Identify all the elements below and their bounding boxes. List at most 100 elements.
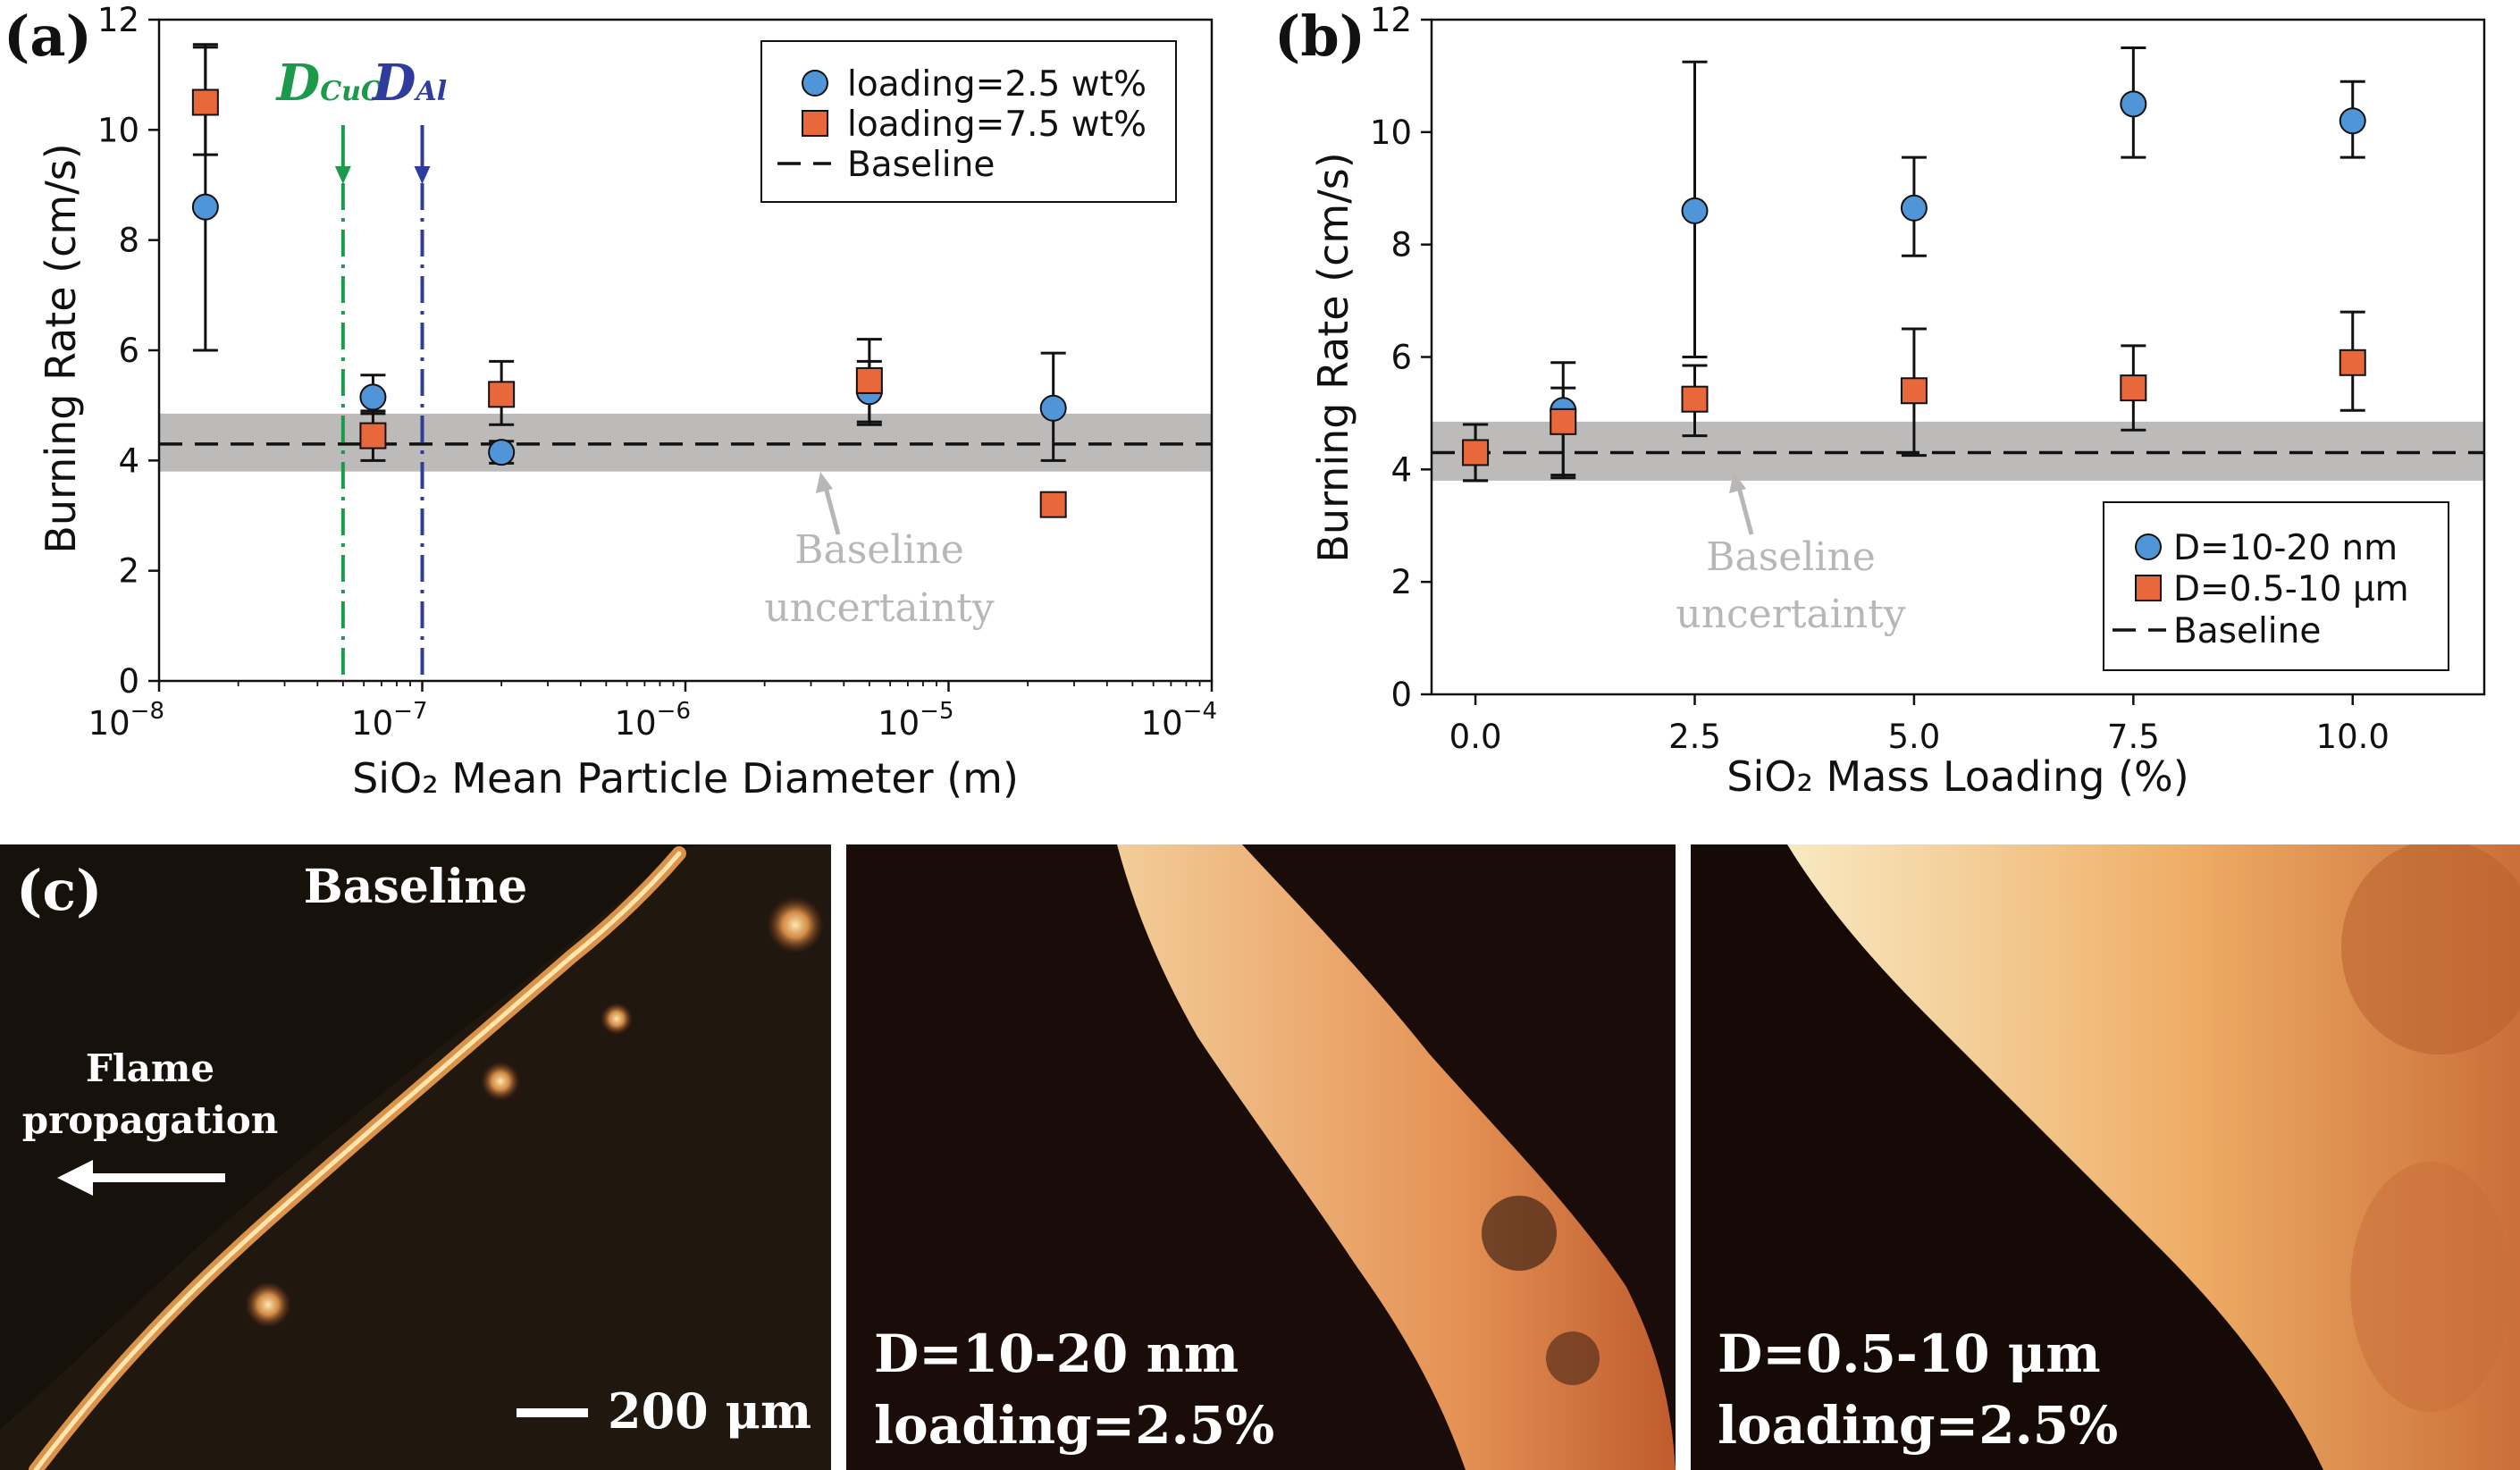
annotation-arrowhead-b [1729, 472, 1746, 493]
photo3-line1: D=0.5-10 μm [1718, 1323, 2101, 1384]
y-tick-label: 6 [118, 332, 139, 370]
photo-title-baseline: Baseline [304, 860, 527, 914]
band-annotation-a: Baseline uncertainty [764, 472, 995, 631]
flame-void [1482, 1196, 1557, 1271]
flame-zone [1787, 844, 2520, 1470]
y-tick-label: 4 [1390, 450, 1412, 489]
legend-label-a-2: Baseline [847, 145, 995, 185]
legend-label-a-1: loading=7.5 wt% [847, 105, 1147, 145]
flame-zone [1117, 844, 1676, 1470]
legend-label-a-0: loading=2.5 wt% [847, 64, 1147, 105]
data-point-circle [488, 439, 516, 466]
legend-b: D=10-20 nm D=0.5-10 μm Baseline [2103, 501, 2449, 671]
x-axis-label-a: SiO₂ Mean Particle Diameter (m) [352, 754, 1019, 802]
ember-glow [481, 1062, 520, 1101]
y-tick-label: 0 [1390, 676, 1412, 714]
photo-divider [1676, 844, 1691, 1470]
x-tick-exponent: −5 [920, 698, 953, 725]
photo-panel-c: (c) Baseline Flame propagation 200 μm D=… [0, 844, 2520, 1470]
data-point-circle [2339, 107, 2366, 135]
y-axis-label-a: Burning Rate (cm/s) [37, 143, 85, 553]
data-point-square [2120, 374, 2147, 402]
flame-void [1546, 1331, 1600, 1385]
y-tick-label: 0 [118, 662, 139, 701]
flame-annotation-line1: Flame [86, 1046, 214, 1090]
data-point-circle [191, 193, 219, 221]
diameter-subscript: CuO [320, 76, 384, 107]
x-tick-label: 0.0 [1449, 718, 1502, 756]
legend-label-b-0: D=10-20 nm [2173, 528, 2398, 568]
data-point-circle [359, 383, 387, 411]
photo-divider [831, 844, 846, 1470]
y-tick-label: 6 [1390, 339, 1412, 377]
y-axis-label-b: Burning Rate (cm/s) [1309, 152, 1357, 562]
arrow-down-icon [334, 166, 351, 184]
x-tick-label: 7.5 [2107, 718, 2160, 756]
photo-d10-20nm: D=10-20 nm loading=2.5% [846, 844, 1676, 1470]
x-tick-exponent: −4 [1183, 698, 1217, 725]
data-point-circle [2120, 90, 2147, 118]
data-point-square [359, 422, 387, 449]
flame-glow [2350, 1162, 2511, 1412]
photo3-line2: loading=2.5% [1718, 1395, 2118, 1456]
scale-bar-label: 200 μm [608, 1382, 811, 1440]
ember-glow [767, 896, 824, 953]
scale-bar [517, 1408, 588, 1417]
data-point-square [1039, 491, 1067, 518]
x-axis-label-b: SiO₂ Mass Loading (%) [1726, 752, 2188, 801]
annotation-line2-b: uncertainty [1676, 592, 1905, 637]
legend-marker-circle-a [802, 70, 828, 97]
legend-marker-square-a [802, 110, 828, 137]
panel-label-b: (b) [1274, 4, 1365, 69]
data-point-circle [1681, 197, 1709, 224]
photo2-line1: D=10-20 nm [874, 1323, 1239, 1384]
legend-marker-square-b [2135, 575, 2162, 601]
legend-a: loading=2.5 wt% loading=7.5 wt% Baseline [760, 40, 1177, 203]
x-tick-label: 10−6 [615, 698, 691, 743]
ember-glow [601, 1003, 633, 1035]
y-tick-label: 12 [1370, 1, 1412, 39]
x-tick-label: 2.5 [1668, 718, 1721, 756]
photo2-line2: loading=2.5% [874, 1395, 1274, 1456]
data-point-square [191, 88, 219, 116]
x-tick-exponent: −7 [393, 698, 427, 725]
data-point-square [1900, 377, 1928, 405]
x-tick-label: 10−7 [351, 698, 427, 743]
arrow-down-icon [414, 166, 431, 184]
x-tick-label: 10.0 [2316, 718, 2390, 756]
data-point-square [488, 381, 516, 408]
x-tick-exponent: −8 [130, 698, 164, 725]
x-tick-label: 10−5 [878, 698, 953, 743]
photo-d0.5-10um: D=0.5-10 μm loading=2.5% [1691, 844, 2520, 1470]
y-tick-label: 4 [118, 441, 139, 480]
flame-front-core [33, 851, 682, 1470]
legend-label-b-1: D=0.5-10 μm [2173, 569, 2409, 609]
diameter-subscript: Al [413, 76, 447, 107]
x-tick-label: 10−8 [88, 698, 164, 743]
data-point-square [1550, 407, 1577, 435]
y-tick-label: 10 [97, 111, 139, 149]
x-tick-label: 10−4 [1141, 698, 1217, 743]
chart-panel-b: (b) 0 2 4 6 8 10 12 0.0 2.5 5.0 7.5 10.0 SiO₂ Mass… [1274, 1, 2486, 801]
data-point-square [1462, 439, 1490, 466]
chart-panel-a: (a) 0 2 4 6 8 10 12 10−8 10−7 10−6 10−5 10−4 DCuOD… [4, 1, 1217, 802]
data-point-square [1681, 385, 1709, 413]
legend-box-a [760, 40, 1177, 203]
y-tick-label: 10 [1370, 113, 1412, 152]
data-point-square [2339, 349, 2366, 376]
photo-baseline: (c) Baseline Flame propagation 200 μm [0, 844, 831, 1470]
band-annotation-b: Baseline uncertainty [1676, 472, 1906, 637]
annotation-line1-a: Baseline [794, 527, 964, 573]
diameter-label: DCuO [275, 54, 384, 113]
flame-glow [2341, 844, 2520, 1054]
data-point-square [855, 366, 883, 394]
annotation-line1-b: Baseline [1706, 534, 1876, 580]
legend-label-b-2: Baseline [2173, 611, 2321, 651]
y-tick-label: 8 [118, 222, 139, 260]
panel-label-a: (a) [4, 4, 92, 69]
y-tick-label: 2 [1390, 563, 1412, 601]
diameter-label: DAl [371, 54, 447, 113]
unburned-region [0, 844, 831, 1470]
arrow-left-icon [57, 1160, 93, 1196]
data-point-circle [1900, 194, 1928, 222]
